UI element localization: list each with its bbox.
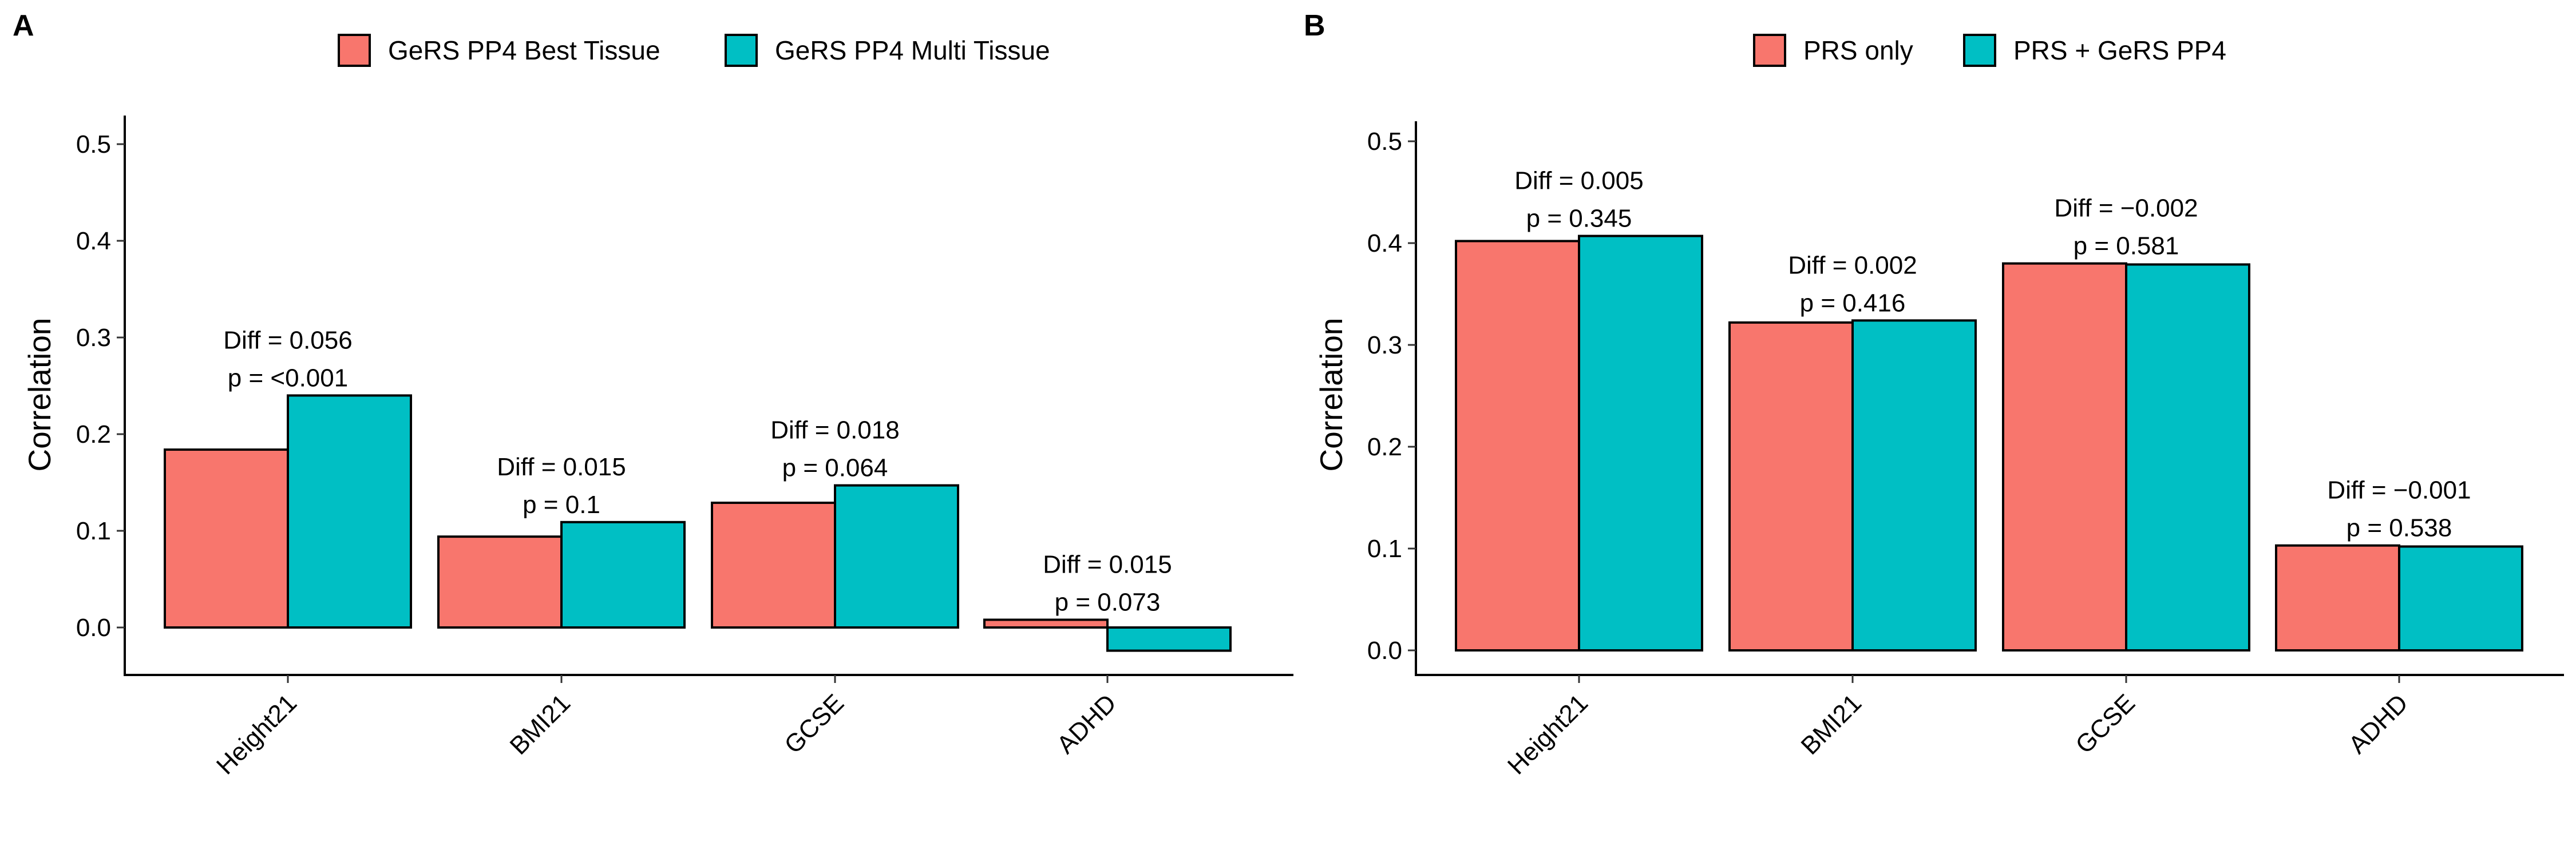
panel-a-bar-bmi21-1 bbox=[560, 521, 686, 629]
panel-b: B PRS only PRS + GeRS PP4 Correlation 0.0… bbox=[1304, 9, 2564, 780]
panel-b-y-tick-label-3: 0.3 bbox=[1367, 331, 1402, 359]
panel-a-annotation-p-2: p = 0.064 bbox=[782, 454, 888, 482]
panel-a-annotation-diff-0: Diff = 0.056 bbox=[223, 326, 352, 354]
panel-b-y-tick-label-2: 0.2 bbox=[1367, 433, 1402, 461]
panel-a-y-tick-label-1: 0.1 bbox=[76, 517, 111, 545]
panel-a-annotation-diff-3: Diff = 0.015 bbox=[1043, 550, 1172, 578]
panel-b-y-axis-label: Correlation bbox=[1313, 317, 1349, 471]
panel-b-bar-height21-0 bbox=[1455, 240, 1580, 652]
panel-a-bar-adhd-1 bbox=[1106, 626, 1232, 652]
panel-b-bar-height21-1 bbox=[1578, 235, 1703, 652]
panel-a-legend-label-1: GeRS PP4 Multi Tissue bbox=[775, 35, 1050, 65]
panel-b-plot-area: 0.0 0.1 0.2 0.3 0.4 0.5 Height21 Diff = 0.005 p … bbox=[1367, 121, 2564, 780]
panel-b-category-label-0: Height21 bbox=[1502, 689, 1593, 780]
panel-b-category-label-2: GCSE bbox=[2070, 689, 2140, 759]
panel-a-y-tick-label-3: 0.3 bbox=[76, 324, 111, 352]
panel-b-bar-adhd-0 bbox=[2275, 544, 2400, 652]
panel-a-category-label-0: Height21 bbox=[211, 689, 302, 780]
panel-b-annotation-diff-1: Diff = 0.002 bbox=[1788, 251, 1917, 279]
panel-b-bar-bmi21-0 bbox=[1728, 321, 1854, 652]
panel-a: A GeRS PP4 Best Tissue GeRS PP4 Multi Tis… bbox=[13, 9, 1293, 780]
panel-b-y-tick-label-0: 0.0 bbox=[1367, 637, 1402, 665]
panel-a-bar-height21-0 bbox=[164, 448, 289, 629]
panel-a-category-label-3: ADHD bbox=[1051, 689, 1122, 759]
panel-b-bar-adhd-1 bbox=[2398, 545, 2523, 652]
panel-b-legend: PRS only PRS + GeRS PP4 bbox=[1753, 34, 2226, 67]
panel-b-annotation-p-0: p = 0.345 bbox=[1526, 205, 1632, 233]
panel-b-annotation-p-2: p = 0.581 bbox=[2074, 232, 2179, 260]
panel-a-annotation-p-3: p = 0.073 bbox=[1055, 588, 1161, 616]
panel-b-bar-gcse-0 bbox=[2002, 262, 2127, 652]
panel-a-legend: GeRS PP4 Best Tissue GeRS PP4 Multi Tissu… bbox=[338, 34, 1050, 67]
panel-a-annotation-p-1: p = 0.1 bbox=[523, 491, 600, 519]
panel-a-legend-key-0 bbox=[338, 34, 371, 67]
panel-b-tag: B bbox=[1304, 9, 1325, 42]
panel-b-annotation-diff-0: Diff = 0.005 bbox=[1514, 167, 1643, 195]
panel-b-category-label-1: BMI21 bbox=[1795, 689, 1867, 760]
panel-b-bar-gcse-1 bbox=[2125, 263, 2250, 652]
panel-b-annotation-p-3: p = 0.538 bbox=[2347, 514, 2452, 542]
panel-a-annotation-p-0: p = <0.001 bbox=[228, 364, 348, 392]
panel-b-legend-label-0: PRS only bbox=[1803, 35, 1913, 65]
panel-b-bar-bmi21-1 bbox=[1851, 319, 1977, 652]
panel-b-legend-key-0 bbox=[1753, 34, 1786, 67]
panel-a-tag: A bbox=[13, 9, 34, 42]
panel-a-bar-adhd-0 bbox=[983, 618, 1109, 629]
panel-a-category-label-2: GCSE bbox=[779, 689, 849, 759]
panel-a-y-axis-label: Correlation bbox=[22, 317, 57, 471]
panel-a-bar-gcse-0 bbox=[711, 501, 836, 629]
panel-a-annotation-diff-2: Diff = 0.018 bbox=[770, 416, 899, 444]
panel-a-plot-area: 0.0 0.1 0.2 0.3 0.4 0.5 Height21 Diff = 0.056 p … bbox=[76, 116, 1293, 780]
panel-b-y-tick-label-4: 0.4 bbox=[1367, 229, 1402, 257]
panel-b-y-tick-label-5: 0.5 bbox=[1367, 128, 1402, 156]
panel-a-bar-gcse-1 bbox=[834, 484, 959, 629]
panel-a-annotation-diff-1: Diff = 0.015 bbox=[497, 453, 626, 481]
panel-a-y-tick-label-4: 0.4 bbox=[76, 227, 111, 255]
panel-b-legend-key-1 bbox=[1963, 34, 1996, 67]
panel-b-legend-label-1: PRS + GeRS PP4 bbox=[2013, 35, 2226, 65]
panel-a-bar-bmi21-0 bbox=[437, 535, 563, 629]
panel-a-legend-key-1 bbox=[725, 34, 758, 67]
panel-b-y-tick-label-1: 0.1 bbox=[1367, 535, 1402, 563]
panel-a-y-tick-label-0: 0.0 bbox=[76, 614, 111, 642]
panel-b-annotation-diff-2: Diff = −0.002 bbox=[2054, 194, 2198, 223]
panel-a-y-tick-label-5: 0.5 bbox=[76, 130, 111, 158]
panel-b-annotation-diff-3: Diff = −0.001 bbox=[2327, 476, 2471, 505]
panel-a-bar-height21-1 bbox=[287, 394, 412, 629]
panel-b-category-label-3: ADHD bbox=[2343, 689, 2413, 759]
panel-a-category-label-1: BMI21 bbox=[504, 689, 576, 760]
panel-b-annotation-p-1: p = 0.416 bbox=[1800, 289, 1906, 317]
panel-a-legend-label-0: GeRS PP4 Best Tissue bbox=[388, 35, 660, 65]
panel-a-y-tick-label-2: 0.2 bbox=[76, 420, 111, 448]
